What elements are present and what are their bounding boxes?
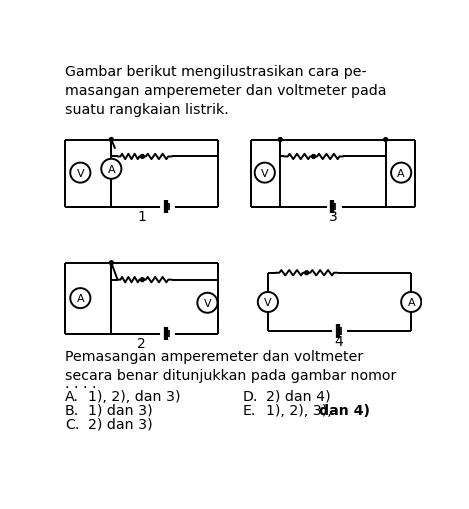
Circle shape (258, 292, 278, 313)
Circle shape (101, 159, 121, 180)
Circle shape (140, 155, 144, 159)
Text: A: A (397, 168, 405, 178)
Text: E.: E. (243, 403, 257, 417)
Circle shape (278, 138, 282, 142)
Circle shape (391, 163, 411, 183)
Circle shape (140, 278, 144, 282)
Text: 1), 2), dan 3): 1), 2), dan 3) (88, 389, 181, 403)
Text: 2) dan 4): 2) dan 4) (266, 389, 331, 403)
Circle shape (109, 261, 113, 265)
Text: V: V (204, 298, 211, 308)
Text: 3: 3 (329, 209, 337, 223)
Text: A: A (107, 164, 115, 175)
Text: dan 4): dan 4) (319, 403, 370, 417)
Text: 4: 4 (335, 334, 344, 348)
Circle shape (70, 163, 91, 183)
Text: 1), 2), 3),: 1), 2), 3), (266, 403, 337, 417)
Text: B.: B. (65, 403, 79, 417)
Text: V: V (261, 168, 269, 178)
Text: C.: C. (65, 417, 79, 431)
Text: Gambar berikut mengilustrasikan cara pe-
masangan amperemeter dan voltmeter pada: Gambar berikut mengilustrasikan cara pe-… (65, 65, 386, 117)
Circle shape (384, 138, 387, 142)
Text: 1: 1 (137, 209, 146, 223)
Text: A: A (408, 297, 415, 307)
Circle shape (255, 163, 275, 183)
Circle shape (109, 138, 113, 142)
Text: D.: D. (243, 389, 258, 403)
Circle shape (197, 293, 218, 313)
Text: 1) dan 3): 1) dan 3) (88, 403, 153, 417)
Text: A.: A. (65, 389, 79, 403)
Circle shape (312, 155, 316, 159)
Text: 2: 2 (137, 336, 146, 350)
Circle shape (401, 292, 421, 313)
Text: V: V (76, 168, 84, 178)
Text: A: A (76, 294, 84, 303)
Circle shape (70, 289, 91, 308)
Text: V: V (264, 297, 272, 307)
Text: . . . .: . . . . (65, 376, 96, 390)
Circle shape (305, 271, 309, 275)
Text: 2) dan 3): 2) dan 3) (88, 417, 153, 431)
Text: Pemasangan amperemeter dan voltmeter
secara benar ditunjukkan pada gambar nomor: Pemasangan amperemeter dan voltmeter sec… (65, 349, 396, 382)
